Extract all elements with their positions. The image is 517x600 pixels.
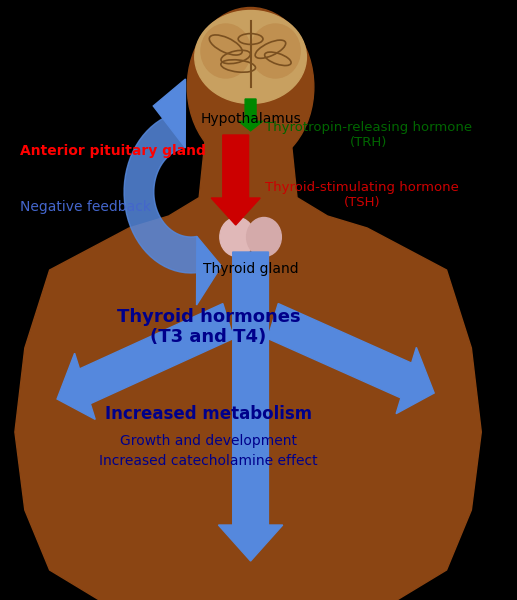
Polygon shape <box>211 135 260 225</box>
Text: Thyroid gland: Thyroid gland <box>203 262 298 276</box>
Polygon shape <box>196 236 221 305</box>
Ellipse shape <box>220 217 254 257</box>
Polygon shape <box>199 108 298 204</box>
Polygon shape <box>124 112 202 273</box>
Text: Thyroid hormones
(T3 and T4): Thyroid hormones (T3 and T4) <box>117 308 300 346</box>
Text: Negative feedback: Negative feedback <box>20 200 151 214</box>
Ellipse shape <box>195 10 307 103</box>
Ellipse shape <box>187 7 314 166</box>
Text: Increased metabolism: Increased metabolism <box>105 405 312 423</box>
Polygon shape <box>153 79 186 148</box>
Text: Growth and development: Growth and development <box>120 434 297 448</box>
Text: Hypothalamus: Hypothalamus <box>200 112 301 126</box>
Ellipse shape <box>201 24 251 78</box>
Polygon shape <box>238 99 263 131</box>
Ellipse shape <box>247 217 281 257</box>
Polygon shape <box>218 252 283 561</box>
Circle shape <box>227 147 237 159</box>
Text: Thyroid-stimulating hormone
(TSH): Thyroid-stimulating hormone (TSH) <box>265 181 459 209</box>
Ellipse shape <box>251 24 300 78</box>
Text: Increased catecholamine effect: Increased catecholamine effect <box>99 454 318 468</box>
Polygon shape <box>15 198 481 600</box>
Polygon shape <box>57 304 234 419</box>
Polygon shape <box>268 304 434 413</box>
Text: Anterior pituitary gland: Anterior pituitary gland <box>20 144 206 158</box>
Text: Thyrotropin-releasing hormone
(TRH): Thyrotropin-releasing hormone (TRH) <box>265 121 473 149</box>
